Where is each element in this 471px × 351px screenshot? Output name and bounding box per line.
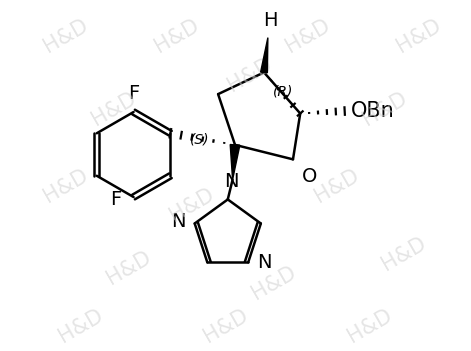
Text: (S): (S) bbox=[190, 132, 210, 146]
Text: H&D: H&D bbox=[40, 15, 92, 57]
Polygon shape bbox=[260, 38, 268, 73]
Text: H&D: H&D bbox=[344, 305, 396, 347]
Text: O: O bbox=[302, 167, 317, 186]
Text: H&D: H&D bbox=[378, 233, 430, 274]
Text: H&D: H&D bbox=[200, 305, 251, 347]
Text: H&D: H&D bbox=[89, 88, 140, 129]
Text: (R): (R) bbox=[273, 85, 293, 99]
Polygon shape bbox=[230, 145, 240, 180]
Text: H&D: H&D bbox=[393, 15, 444, 57]
Text: F: F bbox=[110, 190, 122, 209]
Text: H&D: H&D bbox=[282, 15, 333, 57]
Text: H&D: H&D bbox=[151, 15, 203, 57]
Text: H&D: H&D bbox=[359, 88, 411, 129]
Text: H&D: H&D bbox=[40, 165, 92, 207]
Text: H&D: H&D bbox=[103, 247, 154, 289]
Text: N: N bbox=[171, 212, 186, 231]
Text: H&D: H&D bbox=[248, 262, 300, 303]
Text: N: N bbox=[257, 253, 271, 272]
Text: N: N bbox=[224, 172, 238, 191]
Text: H&D: H&D bbox=[311, 165, 362, 207]
Text: H&D: H&D bbox=[224, 54, 275, 95]
Text: H: H bbox=[263, 11, 277, 31]
Text: F: F bbox=[128, 84, 139, 103]
Text: OBn: OBn bbox=[350, 101, 394, 121]
Text: H&D: H&D bbox=[55, 305, 106, 347]
Text: H&D: H&D bbox=[166, 185, 217, 226]
